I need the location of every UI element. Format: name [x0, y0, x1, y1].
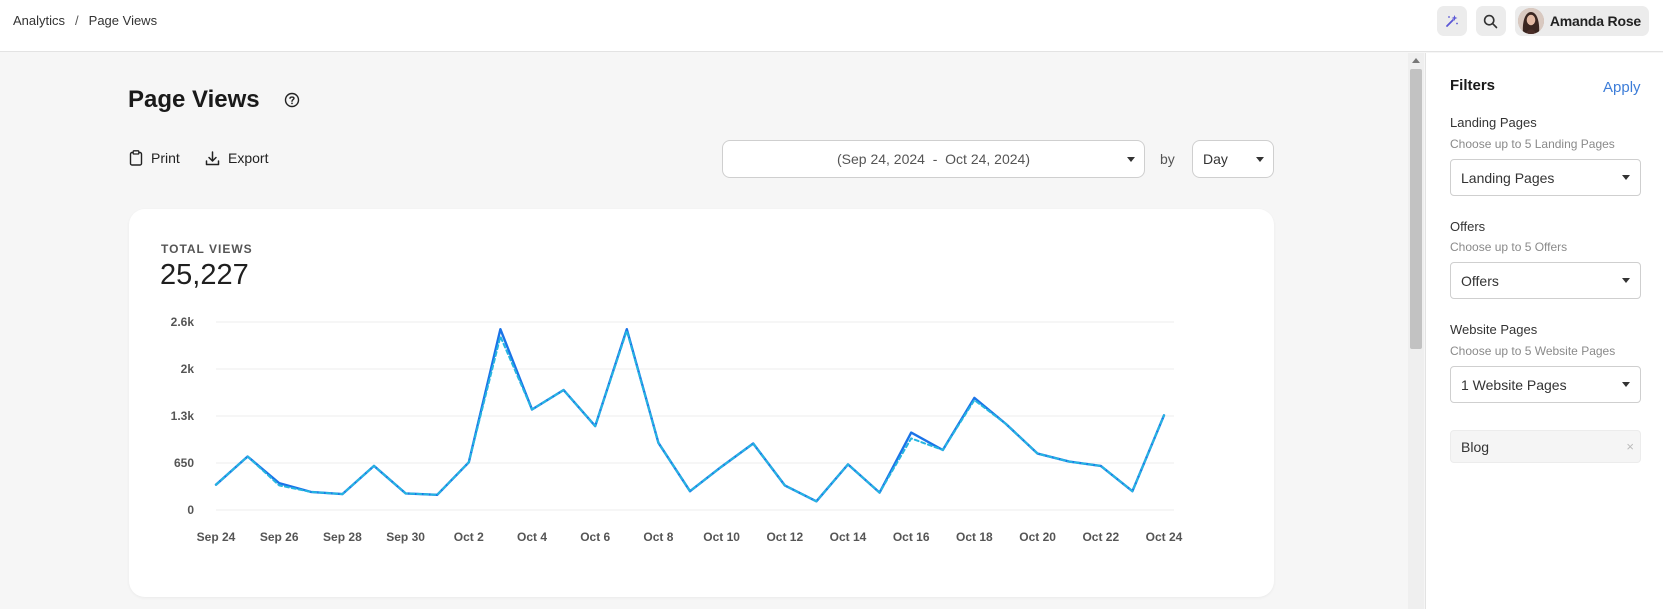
x-tick-label: Sep 26: [260, 530, 299, 544]
offers-label: Offers: [1450, 219, 1486, 234]
x-tick-label: Oct 10: [703, 530, 740, 544]
export-label: Export: [228, 150, 269, 166]
landing-pages-select[interactable]: Landing Pages: [1450, 159, 1641, 196]
clipboard-icon: [129, 150, 143, 166]
search-button[interactable]: [1475, 6, 1506, 36]
print-button[interactable]: Print: [129, 150, 180, 166]
breadcrumb-analytics[interactable]: Analytics: [13, 13, 66, 28]
period-value: Day: [1203, 151, 1228, 167]
total-views-value: 25,227: [160, 259, 249, 291]
offers-hint: Choose up to 5 Offers: [1450, 240, 1568, 254]
x-tick-label: Oct 4: [517, 530, 547, 544]
breadcrumb: Analytics / Page Views: [13, 13, 157, 28]
x-tick-label: Sep 30: [386, 530, 425, 544]
landing-pages-hint: Choose up to 5 Landing Pages: [1450, 137, 1615, 151]
landing-pages-value: Landing Pages: [1461, 170, 1555, 186]
page-title: Page Views: [128, 86, 260, 113]
total-views-card: TOTAL VIEWS 25,227 0 650 1.3k 2k 2.6k Sep 24 S…: [129, 209, 1274, 597]
top-actions: Amanda Rose: [1436, 6, 1649, 36]
x-tick-label: Sep 24: [197, 530, 236, 544]
x-tick-label: Oct 6: [580, 530, 610, 544]
y-tick-label: 2k: [181, 362, 195, 376]
remove-tag-icon[interactable]: ×: [1626, 439, 1634, 454]
website-pages-select[interactable]: 1 Website Pages: [1450, 366, 1641, 403]
y-tick-label: 2.6k: [171, 315, 195, 329]
scroll-up-arrow-icon[interactable]: [1412, 58, 1420, 63]
filters-title: Filters: [1450, 77, 1496, 94]
selected-page-tag: Blog ×: [1450, 430, 1641, 463]
export-button[interactable]: Export: [205, 150, 268, 166]
search-icon: [1484, 14, 1498, 28]
scrollbar-thumb[interactable]: [1410, 69, 1422, 349]
user-photo-icon: [1517, 8, 1544, 34]
chevron-down-icon: [1256, 157, 1264, 162]
avatar: [1517, 8, 1544, 34]
website-pages-value: 1 Website Pages: [1461, 377, 1567, 393]
top-bar: Analytics / Page Views: [0, 0, 1663, 52]
breadcrumb-current: Page Views: [88, 13, 158, 28]
user-menu[interactable]: Amanda Rose: [1514, 6, 1649, 36]
offers-value: Offers: [1461, 273, 1499, 289]
date-range-value: (Sep 24, 2024 - Oct 24, 2024): [836, 151, 1030, 167]
x-tick-label: Oct 14: [830, 530, 867, 544]
chevron-down-icon: [1622, 278, 1630, 283]
offers-select[interactable]: Offers: [1450, 262, 1641, 299]
period-select[interactable]: Day: [1192, 140, 1274, 178]
total-views-label: TOTAL VIEWS: [161, 242, 253, 256]
x-tick-label: Oct 8: [643, 530, 673, 544]
y-tick-label: 0: [187, 503, 194, 517]
x-tick-label: Sep 28: [323, 530, 362, 544]
print-label: Print: [151, 150, 180, 166]
breadcrumb-separator: /: [75, 13, 79, 28]
series-line: [214, 328, 1166, 503]
download-icon: [205, 150, 220, 165]
question-circle-icon: [284, 92, 300, 108]
x-tick-label: Oct 22: [1082, 530, 1119, 544]
ai-assistant-button[interactable]: [1436, 6, 1467, 36]
main-scrollbar[interactable]: [1408, 53, 1424, 609]
filters-panel: Filters Apply Landing Pages Choose up to…: [1425, 53, 1663, 609]
sparkle-wand-icon: [1445, 15, 1458, 27]
chevron-down-icon: [1622, 382, 1630, 387]
x-tick-label: Oct 20: [1019, 530, 1056, 544]
x-tick-label: Oct 12: [766, 530, 803, 544]
y-tick-label: 1.3k: [171, 409, 195, 423]
y-tick-label: 650: [174, 456, 194, 470]
x-tick-label: Oct 24: [1146, 530, 1183, 544]
apply-button[interactable]: Apply: [1603, 79, 1641, 96]
website-pages-hint: Choose up to 5 Website Pages: [1450, 344, 1616, 358]
page-views-line-chart: 0 650 1.3k 2k 2.6k Sep 24 Sep 26 Sep 28 Sep 30 Oc…: [171, 315, 1183, 544]
x-tick-label: Oct 16: [893, 530, 930, 544]
landing-pages-label: Landing Pages: [1450, 115, 1537, 130]
main-content: Page Views Print Export (Sep 24, 2024 - …: [0, 53, 1408, 609]
help-button[interactable]: [284, 92, 300, 113]
date-range-select[interactable]: (Sep 24, 2024 - Oct 24, 2024): [722, 140, 1145, 178]
chevron-down-icon: [1622, 175, 1630, 180]
user-name: Amanda Rose: [1549, 13, 1641, 29]
x-tick-label: Oct 18: [956, 530, 993, 544]
chevron-down-icon: [1127, 157, 1135, 162]
website-pages-label: Website Pages: [1450, 322, 1538, 337]
by-label: by: [1160, 151, 1175, 167]
x-tick-label: Oct 2: [454, 530, 484, 544]
selected-page-tag-label: Blog: [1461, 439, 1490, 455]
